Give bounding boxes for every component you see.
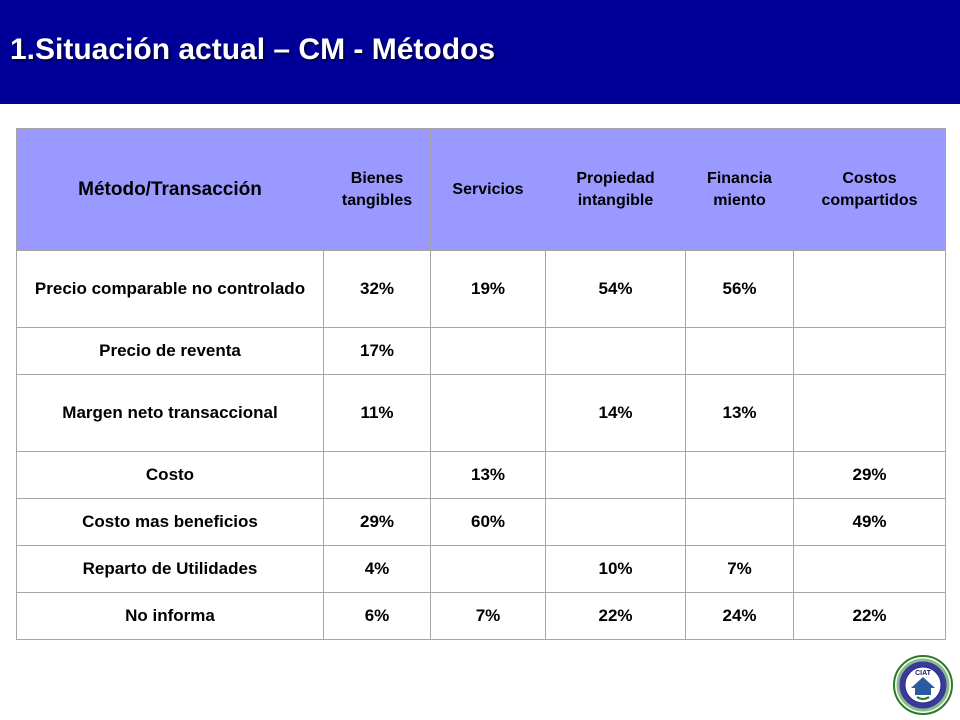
- table-cell: [323, 451, 431, 499]
- table-cell: 22%: [545, 592, 686, 640]
- table-cell: 17%: [323, 327, 431, 375]
- table-cell: [545, 498, 686, 546]
- table-cell: [685, 451, 794, 499]
- table-row: Costo mas beneficios 29% 60% 49%: [16, 498, 946, 546]
- logo-text: CIAT: [915, 670, 932, 677]
- column-header-financiamiento: Financia miento: [685, 128, 794, 251]
- table-cell: 54%: [545, 250, 686, 328]
- row-method-label: Precio comparable no controlado: [16, 250, 324, 328]
- table-cell: [545, 451, 686, 499]
- table-cell: 4%: [323, 545, 431, 593]
- table-cell: 10%: [545, 545, 686, 593]
- table-row: Reparto de Utilidades 4% 10% 7%: [16, 545, 946, 593]
- table-row: Precio comparable no controlado 32% 19% …: [16, 250, 946, 328]
- table-cell: 13%: [685, 374, 794, 452]
- table-cell: 29%: [323, 498, 431, 546]
- table-cell: 49%: [793, 498, 946, 546]
- column-header-propiedad-intangible: Propiedad intangible: [545, 128, 686, 251]
- table-cell: [430, 327, 546, 375]
- table-cell: [793, 327, 946, 375]
- row-method-label: No informa: [16, 592, 324, 640]
- table-cell: 24%: [685, 592, 794, 640]
- table-cell: 19%: [430, 250, 546, 328]
- column-header-bienes-tangibles: Bienes tangibles: [323, 128, 431, 251]
- row-method-label: Costo: [16, 451, 324, 499]
- column-header-method: Método/Transacción: [16, 128, 324, 251]
- logo-graphic: CIAT: [893, 655, 953, 715]
- slide-title: 1.Situación actual – CM - Métodos: [10, 33, 496, 66]
- row-method-label: Precio de reventa: [16, 327, 324, 375]
- table-row: No informa 6% 7% 22% 24% 22%: [16, 592, 946, 640]
- table-cell: [685, 327, 794, 375]
- row-method-label: Reparto de Utilidades: [16, 545, 324, 593]
- table-row: Costo 13% 29%: [16, 451, 946, 499]
- table-cell: 14%: [545, 374, 686, 452]
- table-cell: 32%: [323, 250, 431, 328]
- table-cell: 7%: [685, 545, 794, 593]
- table-cell: [793, 545, 946, 593]
- table-cell: 11%: [323, 374, 431, 452]
- table-cell: 7%: [430, 592, 546, 640]
- column-header-servicios: Servicios: [430, 128, 546, 251]
- column-header-costos-compartidos: Costos compartidos: [793, 128, 946, 251]
- table-header-row: Método/Transacción Bienes tangibles Serv…: [16, 128, 946, 251]
- methods-table: Método/Transacción Bienes tangibles Serv…: [16, 128, 946, 640]
- table-cell: 56%: [685, 250, 794, 328]
- row-method-label: Margen neto transaccional: [16, 374, 324, 452]
- table-cell: [793, 374, 946, 452]
- row-method-label: Costo mas beneficios: [16, 498, 324, 546]
- table-cell: [430, 545, 546, 593]
- table-row: Precio de reventa 17%: [16, 327, 946, 375]
- table-cell: 22%: [793, 592, 946, 640]
- table-cell: [685, 498, 794, 546]
- table-cell: 29%: [793, 451, 946, 499]
- title-bar: 1.Situación actual – CM - Métodos: [0, 0, 960, 104]
- table-cell: [430, 374, 546, 452]
- table-cell: [545, 327, 686, 375]
- table-cell: 13%: [430, 451, 546, 499]
- table-cell: [793, 250, 946, 328]
- table-row: Margen neto transaccional 11% 14% 13%: [16, 374, 946, 452]
- table-cell: 6%: [323, 592, 431, 640]
- table-cell: 60%: [430, 498, 546, 546]
- ciat-seal-icon: CIAT: [893, 655, 953, 715]
